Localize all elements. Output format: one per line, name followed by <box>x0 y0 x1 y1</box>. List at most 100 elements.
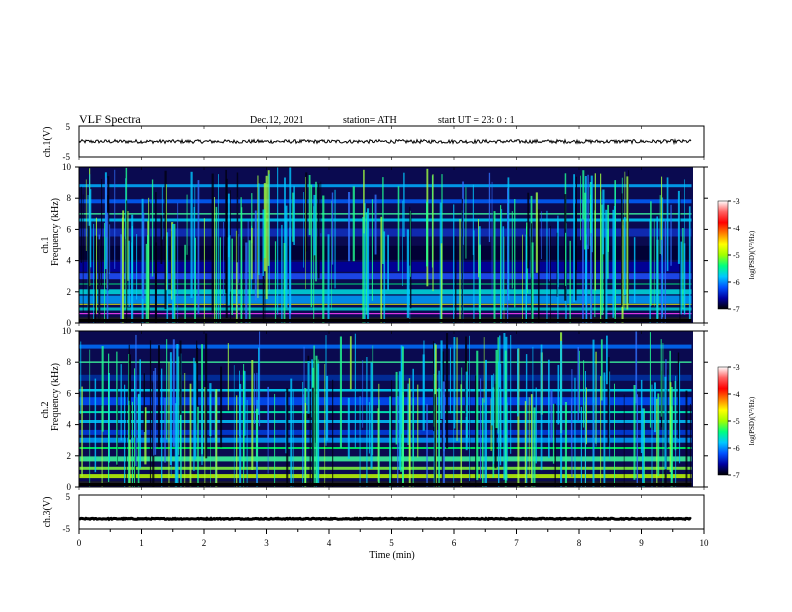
spectrogram-spheric <box>104 223 105 323</box>
spectrogram-spheric <box>310 184 313 308</box>
spectrogram-spheric <box>245 242 248 323</box>
freq-tick-label: 8 <box>67 193 72 203</box>
spectrogram-spheric <box>408 389 411 487</box>
spectrogram-spheric <box>378 399 380 485</box>
spectrogram-spheric <box>525 354 528 487</box>
spectrogram-spheric <box>215 389 218 487</box>
spectrogram-spheric <box>101 179 103 286</box>
spectrogram-spheric <box>679 362 681 464</box>
spectrogram-spheric <box>313 345 315 487</box>
spectrogram-spheric <box>400 363 403 434</box>
spectrogram-spheric <box>189 383 192 487</box>
spectrogram-spheric <box>680 241 683 315</box>
spectrogram-spheric <box>180 394 181 461</box>
spectrogram-spheric <box>557 215 559 323</box>
ch1-spectrogram-panel: 0 2 4 6 8 10 ch.1 Frequency (kHz) -3 -4 -5 -6 -7 l… <box>40 162 756 328</box>
spectrogram-spheric <box>259 331 261 427</box>
spectrogram-spheric <box>594 173 596 291</box>
spectrogram-spheric <box>366 357 368 487</box>
time-tick-label: 1 <box>139 538 144 548</box>
spectrogram-spheric <box>600 339 603 401</box>
spectrogram-spheric <box>491 375 493 426</box>
colorbar-label: log(PSD)(V²/Hz) <box>748 396 756 445</box>
spectrogram-spheric <box>669 382 672 473</box>
spectrogram-spheric <box>184 373 186 487</box>
spectrogram-spheric <box>131 214 134 323</box>
spectrogram-spheric <box>339 336 342 448</box>
spectrogram-spheric <box>640 379 643 453</box>
spectrogram-spheric <box>313 206 315 323</box>
freq-tick-label: 4 <box>67 420 72 430</box>
spectrogram-spheric <box>352 186 355 262</box>
spectrogram-spheric <box>460 384 462 487</box>
spectrogram-spheric <box>684 179 685 313</box>
spectrogram-spheric <box>348 192 351 262</box>
spectrogram-spheric <box>689 403 691 487</box>
spectrogram-spheric <box>664 219 666 323</box>
colorbar-tick-label: -3 <box>733 363 740 372</box>
spectrogram-spheric <box>243 364 245 487</box>
spectrogram-spheric <box>604 237 606 323</box>
spectrogram-spheric <box>456 337 458 441</box>
spectrogram-spheric <box>503 333 506 480</box>
spectrogram-spheric <box>459 219 461 321</box>
spectrogram-spheric <box>166 232 169 323</box>
spectrogram-spheric <box>582 170 585 220</box>
spectrogram-spheric <box>600 376 602 487</box>
spectrogram-spheric <box>605 209 608 323</box>
spectrogram-spheric <box>302 394 304 476</box>
spectrogram-spheric <box>116 351 118 465</box>
spectrogram-spheric <box>325 375 329 441</box>
spectrogram-spheric <box>236 172 239 263</box>
spectrogram-spheric <box>334 189 336 289</box>
spectrogram-spheric <box>143 373 145 432</box>
spectrogram-spheric <box>476 350 479 481</box>
spectrogram-spheric <box>472 184 474 255</box>
spectrogram-spheric <box>623 217 626 295</box>
spectrogram-spheric <box>574 377 576 487</box>
spectrogram-spheric <box>433 341 435 432</box>
spectrogram-spheric <box>124 384 126 487</box>
spectrogram-spheric <box>286 388 289 487</box>
spectrogram-spheric <box>149 340 152 486</box>
spectrogram-spheric <box>389 400 391 487</box>
freq-tick-label: 6 <box>67 388 72 398</box>
spectrogram-spheric <box>409 210 411 277</box>
spectrogram-spheric <box>478 219 479 278</box>
spectrogram-spheric <box>593 402 594 455</box>
freq-tick-label: 0 <box>67 482 72 492</box>
spectrogram-spheric <box>153 371 155 456</box>
spectrogram-spheric <box>493 211 496 323</box>
spectrogram-band <box>79 317 692 320</box>
spectrogram-spheric <box>526 222 528 294</box>
colorbar-tick-label: -5 <box>733 251 740 260</box>
spectrogram-band <box>79 344 692 349</box>
spectrogram-spheric <box>584 192 587 250</box>
spectrogram-spheric <box>633 237 636 303</box>
spectrogram-spheric <box>550 389 553 441</box>
spectrogram-spheric <box>231 238 233 315</box>
spectrogram-spheric <box>402 200 403 286</box>
spectrogram-band <box>79 313 692 315</box>
spectrogram-spheric <box>263 209 266 259</box>
spectrogram-spheric <box>434 394 436 487</box>
spectrogram-spheric <box>128 240 130 307</box>
spectrogram-spheric <box>590 175 593 253</box>
ch3-frame <box>78 494 705 530</box>
spectrogram-spheric <box>461 367 463 425</box>
spectrogram-spheric <box>649 332 651 428</box>
ch1-colorbar: -3 -4 -5 -6 -7 log(PSD)(V²/Hz) <box>717 197 756 314</box>
spectrogram-spheric <box>120 364 122 441</box>
spectrogram-spheric <box>409 206 411 266</box>
spectrogram-spheric <box>590 233 593 323</box>
spectrogram-spheric <box>643 408 645 487</box>
spectrogram-spheric <box>380 216 383 323</box>
spectrogram-spheric <box>106 212 109 321</box>
spectrogram-spheric <box>205 333 208 459</box>
spectrogram-spheric <box>651 384 653 487</box>
spectrogram-spheric <box>303 346 305 414</box>
spectrogram-spheric <box>407 383 409 445</box>
spectrogram-spheric <box>607 357 610 446</box>
spectrogram-spheric <box>93 223 95 323</box>
